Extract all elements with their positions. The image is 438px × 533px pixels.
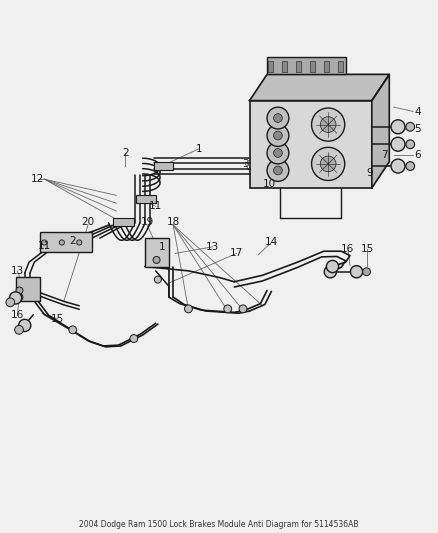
Circle shape xyxy=(42,240,47,245)
Bar xyxy=(250,101,372,188)
Circle shape xyxy=(311,108,345,141)
Circle shape xyxy=(324,265,336,278)
Polygon shape xyxy=(372,75,389,188)
Bar xyxy=(267,57,346,75)
Text: 13: 13 xyxy=(206,242,219,252)
Text: 10: 10 xyxy=(263,179,276,189)
Circle shape xyxy=(391,120,405,134)
Circle shape xyxy=(391,138,405,151)
Text: 14: 14 xyxy=(265,238,278,247)
Text: 15: 15 xyxy=(361,244,374,254)
Circle shape xyxy=(267,125,289,147)
Text: 9: 9 xyxy=(366,168,373,177)
Bar xyxy=(40,232,92,252)
Text: 17: 17 xyxy=(230,248,243,259)
Circle shape xyxy=(350,265,363,278)
Circle shape xyxy=(239,305,247,313)
Text: 15: 15 xyxy=(51,314,64,324)
Bar xyxy=(16,277,40,302)
Text: 11: 11 xyxy=(38,240,51,251)
Text: 6: 6 xyxy=(414,150,421,160)
Bar xyxy=(113,218,134,226)
Circle shape xyxy=(224,305,232,313)
Circle shape xyxy=(391,159,405,173)
Bar xyxy=(153,161,173,169)
Circle shape xyxy=(326,261,339,272)
Circle shape xyxy=(274,131,283,140)
Circle shape xyxy=(320,117,336,133)
Circle shape xyxy=(320,156,336,172)
Text: 11: 11 xyxy=(149,201,162,211)
Circle shape xyxy=(406,161,415,171)
Circle shape xyxy=(18,319,31,332)
Bar xyxy=(145,238,169,266)
Circle shape xyxy=(16,294,23,301)
Text: 19: 19 xyxy=(140,217,154,227)
Text: 7: 7 xyxy=(381,150,388,160)
Circle shape xyxy=(363,268,371,276)
Circle shape xyxy=(6,298,14,306)
Text: 2: 2 xyxy=(122,148,128,158)
Bar xyxy=(310,61,315,72)
Circle shape xyxy=(16,287,23,294)
Circle shape xyxy=(406,140,415,149)
Text: 1: 1 xyxy=(159,242,166,252)
Bar xyxy=(296,61,301,72)
Text: 13: 13 xyxy=(11,266,24,276)
Circle shape xyxy=(10,292,21,304)
Circle shape xyxy=(267,159,289,181)
Circle shape xyxy=(69,326,77,334)
Bar xyxy=(282,61,287,72)
Circle shape xyxy=(267,107,289,129)
Circle shape xyxy=(130,335,138,343)
Text: 1: 1 xyxy=(196,143,203,154)
Text: 16: 16 xyxy=(341,244,354,254)
Circle shape xyxy=(154,276,161,283)
Text: 12: 12 xyxy=(31,174,44,184)
Text: 2004 Dodge Ram 1500 Lock Brakes Module Anti Diagram for 5114536AB: 2004 Dodge Ram 1500 Lock Brakes Module A… xyxy=(79,520,359,529)
Text: 4: 4 xyxy=(414,107,421,117)
Circle shape xyxy=(184,305,192,313)
Bar xyxy=(268,61,273,72)
Polygon shape xyxy=(250,75,389,101)
Text: 16: 16 xyxy=(11,310,24,320)
Text: 20: 20 xyxy=(81,217,95,227)
Circle shape xyxy=(274,166,283,175)
Circle shape xyxy=(274,114,283,123)
Circle shape xyxy=(153,256,160,263)
Bar xyxy=(136,195,155,203)
Circle shape xyxy=(77,240,82,245)
Circle shape xyxy=(274,149,283,157)
Text: 18: 18 xyxy=(166,217,180,227)
Circle shape xyxy=(14,326,23,334)
Circle shape xyxy=(267,142,289,164)
Circle shape xyxy=(311,147,345,181)
Bar xyxy=(324,61,329,72)
Text: 5: 5 xyxy=(414,124,421,134)
Text: 3: 3 xyxy=(242,159,248,169)
Circle shape xyxy=(59,240,64,245)
Circle shape xyxy=(406,123,415,131)
Text: 2: 2 xyxy=(69,236,76,246)
Bar xyxy=(338,61,343,72)
